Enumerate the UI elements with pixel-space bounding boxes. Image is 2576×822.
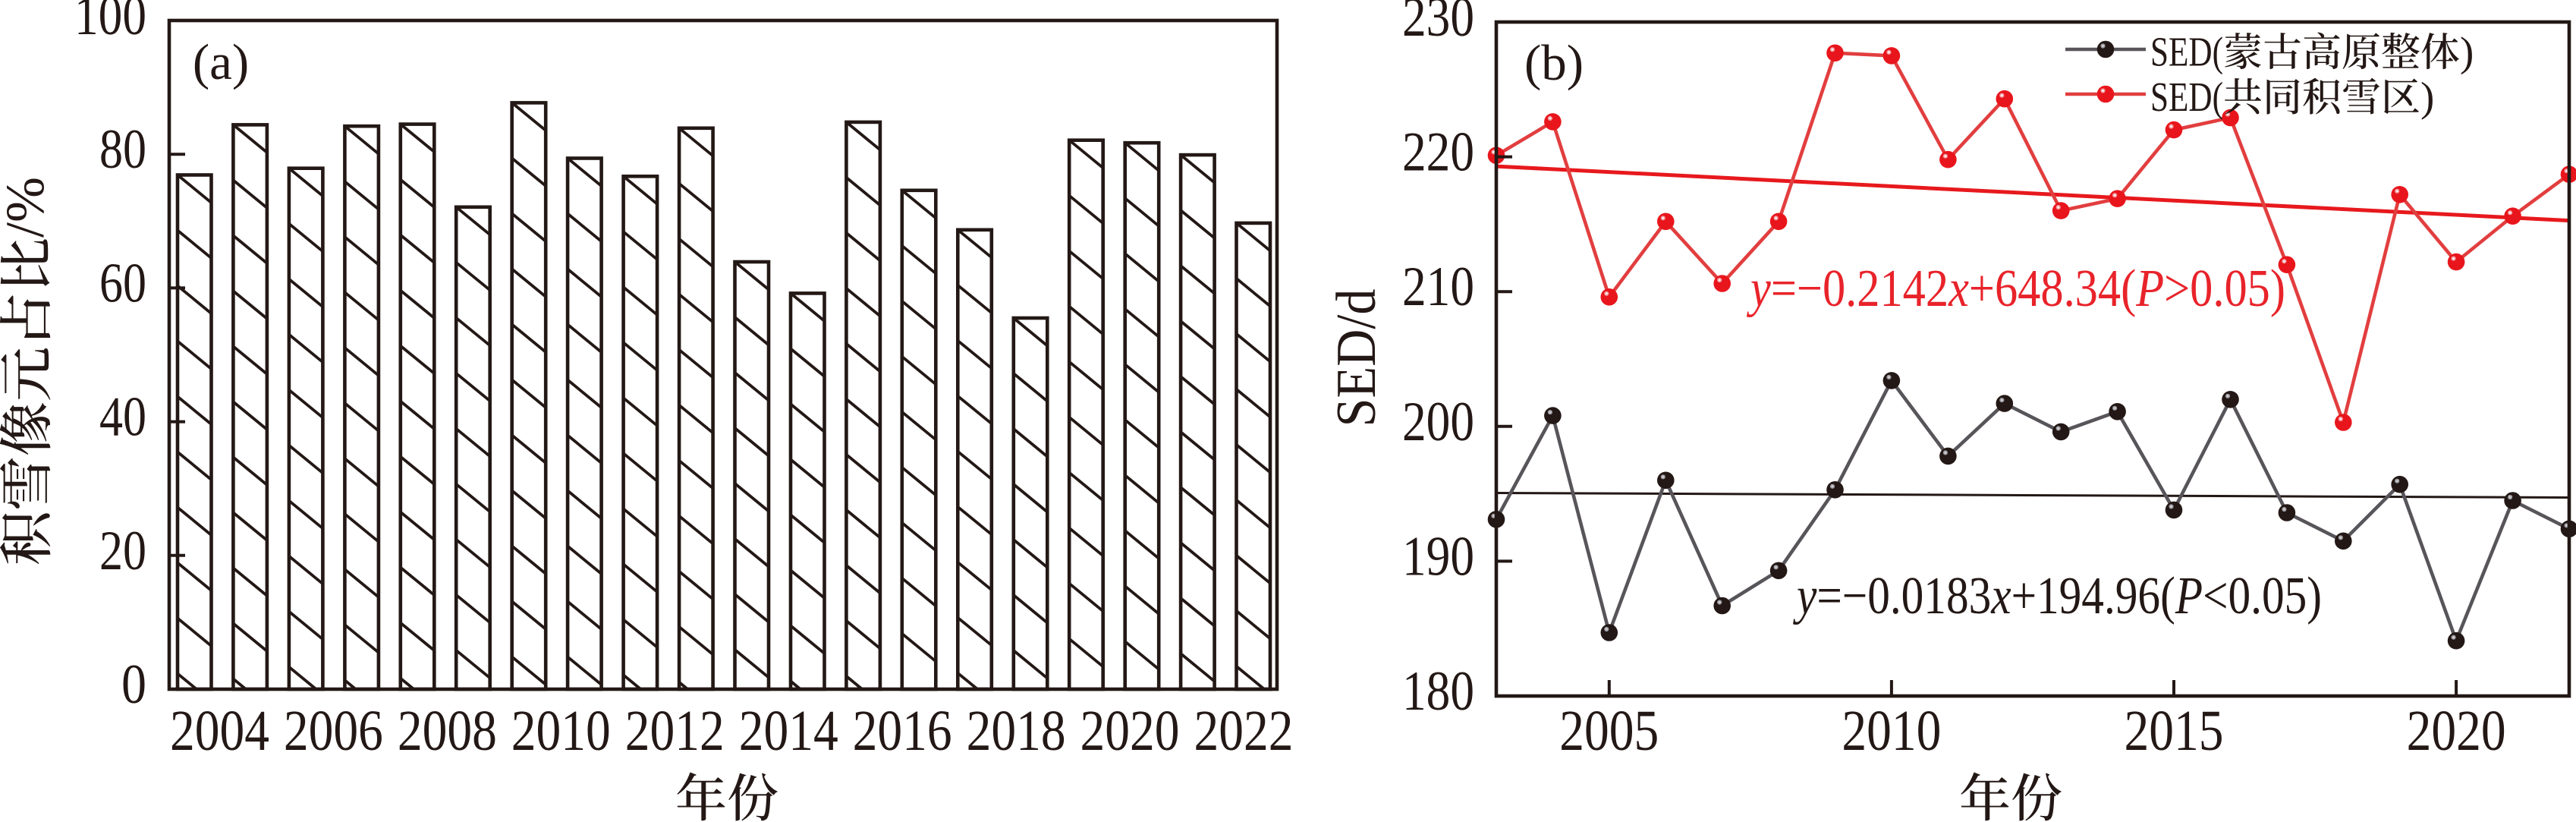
svg-text:/%: /% bbox=[0, 177, 55, 238]
svg-text:2016: 2016 bbox=[853, 699, 952, 763]
svg-text:2010: 2010 bbox=[1842, 699, 1941, 763]
svg-text:2004: 2004 bbox=[170, 699, 269, 763]
svg-text:80: 80 bbox=[99, 118, 146, 181]
svg-text:): ) bbox=[2420, 74, 2434, 120]
svg-text:y=−0.2142x+648.34(P>0.05): y=−0.2142x+648.34(P>0.05) bbox=[1747, 260, 2285, 318]
svg-text:20: 20 bbox=[99, 520, 146, 582]
svg-text:2020: 2020 bbox=[1080, 699, 1180, 763]
svg-text:2005: 2005 bbox=[1559, 699, 1659, 763]
svg-text:210: 210 bbox=[1402, 256, 1474, 318]
svg-text:2010: 2010 bbox=[511, 699, 611, 763]
svg-text:SED(: SED( bbox=[2150, 74, 2223, 120]
svg-text:2015: 2015 bbox=[2125, 699, 2224, 763]
svg-text:2012: 2012 bbox=[625, 699, 725, 763]
svg-text:100: 100 bbox=[74, 0, 146, 47]
svg-text:60: 60 bbox=[99, 252, 146, 314]
svg-text:2018: 2018 bbox=[967, 699, 1066, 763]
svg-text:40: 40 bbox=[99, 386, 146, 449]
svg-text:(b): (b) bbox=[1524, 35, 1584, 91]
svg-text:2008: 2008 bbox=[398, 699, 497, 763]
svg-text:190: 190 bbox=[1402, 525, 1474, 587]
svg-text:(a): (a) bbox=[193, 34, 249, 90]
svg-text:2006: 2006 bbox=[284, 699, 383, 763]
svg-text:SED/d: SED/d bbox=[1326, 289, 1388, 427]
svg-text:2022: 2022 bbox=[1194, 699, 1294, 763]
svg-text:200: 200 bbox=[1402, 391, 1474, 453]
svg-text:0: 0 bbox=[121, 654, 146, 716]
svg-text:y=−0.0183x+194.96(P<0.05): y=−0.0183x+194.96(P<0.05) bbox=[1793, 567, 2322, 625]
svg-text:2020: 2020 bbox=[2407, 699, 2506, 763]
svg-text:2014: 2014 bbox=[739, 699, 838, 763]
svg-text:220: 220 bbox=[1402, 121, 1474, 184]
svg-text:180: 180 bbox=[1402, 660, 1474, 723]
svg-text:SED(: SED( bbox=[2150, 29, 2223, 75]
svg-text:230: 230 bbox=[1402, 0, 1474, 49]
svg-text:): ) bbox=[2460, 29, 2474, 75]
